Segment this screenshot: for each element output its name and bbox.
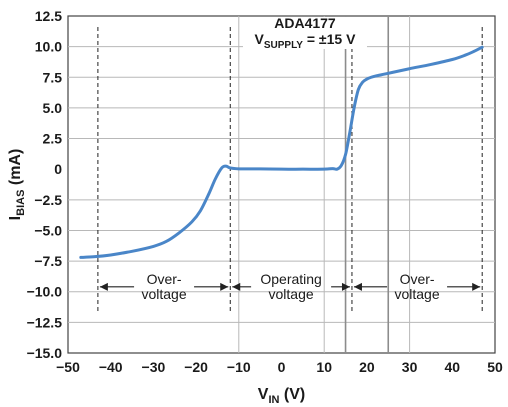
y-tick-label: −7.5 xyxy=(34,253,62,269)
x-axis-label-unit: (V) xyxy=(279,386,305,403)
y-tick-label: −2.5 xyxy=(34,192,62,208)
title-line-1: ADA4177 xyxy=(274,15,336,31)
title-v: V xyxy=(255,31,265,47)
arrow-head xyxy=(99,282,108,291)
x-tick-label: 20 xyxy=(359,359,375,375)
x-tick-label: −40 xyxy=(99,359,123,375)
region-label-line-2: voltage xyxy=(141,286,186,302)
arrow-head xyxy=(472,282,481,291)
y-tick-label: −5.0 xyxy=(34,222,62,238)
y-tick-label: 5.0 xyxy=(43,100,63,116)
x-axis-label-main: V xyxy=(258,386,269,403)
y-tick-label: 2.5 xyxy=(43,131,63,147)
x-tick-label: −50 xyxy=(56,359,80,375)
y-tick-label: 10.0 xyxy=(35,39,62,55)
region-label-line-1: Over- xyxy=(147,271,182,287)
arrow-head xyxy=(232,282,241,291)
y-axis-label-unit: (mA) xyxy=(7,149,24,190)
x-tick-label: 0 xyxy=(278,359,286,375)
y-tick-label: −15.0 xyxy=(27,345,63,361)
x-tick-label: 50 xyxy=(487,359,503,375)
plot-area xyxy=(67,15,496,354)
arrow-head xyxy=(220,282,229,291)
y-tick-label: 12.5 xyxy=(35,8,62,24)
region-label-line-2: voltage xyxy=(394,286,439,302)
chart-title: ADA4177 VSUPPLY = ±15 V xyxy=(242,15,367,51)
x-tick-label: −10 xyxy=(227,359,251,375)
title-supply-value: = ±15 V xyxy=(303,31,356,47)
series-layer xyxy=(79,45,484,259)
region-label-line-2: voltage xyxy=(269,286,314,302)
grid xyxy=(68,16,495,353)
x-tick-label: 30 xyxy=(402,359,418,375)
y-tick-label: 7.5 xyxy=(43,69,63,85)
arrow-head xyxy=(353,282,362,291)
x-axis-label-subscript: IN xyxy=(268,394,279,406)
arrow-head xyxy=(341,282,350,291)
series-line-ibias xyxy=(79,45,484,259)
title-supply-subscript: SUPPLY xyxy=(264,40,303,51)
x-tick-label: 10 xyxy=(316,359,332,375)
title-line-2: VSUPPLY = ±15 V xyxy=(255,31,357,51)
x-axis-label: VIN (V) xyxy=(258,386,305,406)
y-tick-labels: 12.5 10.0 7.5 5.0 2.5 0 −2.5 −5.0 −7.5 −10.0 −12.5… xyxy=(27,8,63,361)
region-label-line-1: Over- xyxy=(400,271,435,287)
y-tick-label: −12.5 xyxy=(27,314,63,330)
x-tick-labels: −50 −40 −30 −20 −10 0 10 20 30 40 50 xyxy=(56,359,503,375)
title-background xyxy=(242,17,367,49)
y-axis-label-main: I xyxy=(7,216,24,220)
y-tick-label: −10.0 xyxy=(27,284,63,300)
x-tick-label: −30 xyxy=(142,359,166,375)
y-tick-label: 0 xyxy=(54,161,62,177)
y-axis-label-subscript: BIAS xyxy=(15,190,27,216)
x-tick-label: −20 xyxy=(184,359,208,375)
region-label-line-1: Operating xyxy=(260,271,321,287)
y-axis-label: IBIAS (mA) xyxy=(7,149,27,221)
x-tick-label: 40 xyxy=(445,359,461,375)
